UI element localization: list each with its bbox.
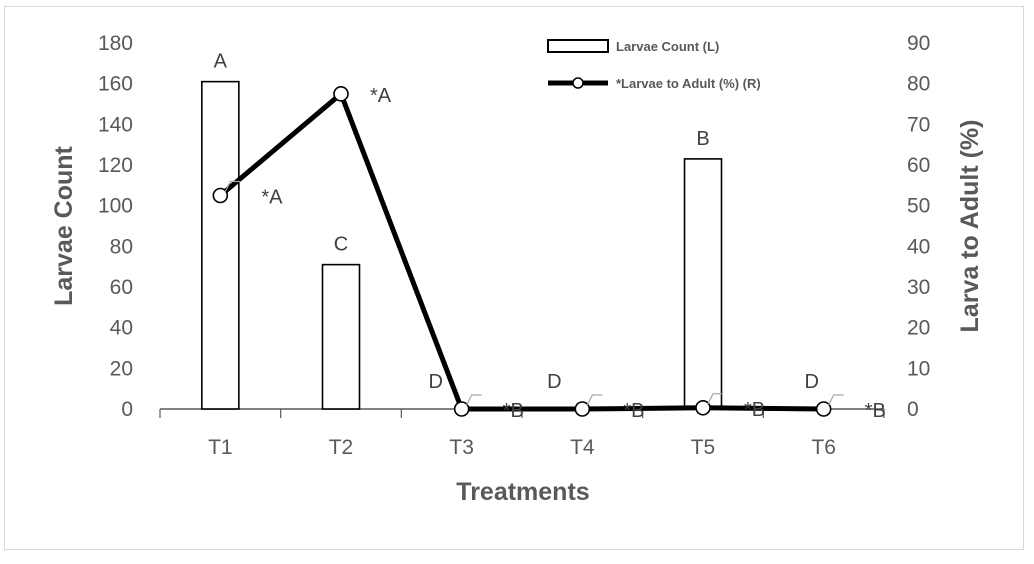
- x-tick-label: T2: [329, 436, 354, 459]
- y-right-tick-label: 20: [907, 317, 930, 340]
- legend: Larvae Count (L) *Larvae to Adult (%) (R…: [547, 39, 761, 91]
- x-axis-title: Treatments: [456, 478, 589, 506]
- line-significance-label: *B: [865, 400, 886, 422]
- label-leader-line: [466, 394, 482, 406]
- label-leader-line: [707, 393, 723, 405]
- bar-significance-label: A: [214, 51, 228, 73]
- bar-significance-label: B: [696, 128, 709, 150]
- chart-area: [4, 6, 1024, 550]
- legend-label-larvae-count: Larvae Count (L): [616, 39, 719, 54]
- bar-larvae-count: [201, 80, 240, 410]
- x-tick-label: T3: [449, 436, 474, 459]
- line-point: [695, 399, 711, 416]
- y-right-tick-label: 0: [907, 398, 919, 421]
- label-leader-line: [224, 180, 241, 192]
- y-right-tick-label: 80: [907, 73, 930, 96]
- y-axis-left-title: Larvae Count: [50, 145, 78, 305]
- x-tick-label: T6: [811, 436, 836, 459]
- y-right-tick-label: 10: [907, 357, 930, 380]
- bar-significance-label: D: [547, 371, 561, 393]
- bar-significance-label: D: [804, 371, 818, 393]
- y-left-tick-label: 180: [98, 32, 133, 55]
- x-tick-label: T4: [570, 436, 595, 459]
- line-significance-label: *B: [744, 399, 765, 421]
- y-right-tick-label: 40: [907, 235, 930, 258]
- y-left-tick-label: 160: [98, 73, 133, 96]
- line-point: [212, 187, 229, 204]
- y-left-tick-label: 0: [121, 398, 133, 421]
- y-left-tick-label: 40: [110, 317, 133, 340]
- bars-layer: [201, 80, 723, 410]
- y-left-tick-label: 60: [110, 276, 133, 299]
- legend-line-marker: [572, 77, 584, 89]
- line-significance-label: *B: [503, 400, 524, 422]
- x-tick-label: T5: [691, 436, 716, 459]
- y-left-tick-label: 80: [110, 235, 133, 258]
- line-layer: [212, 86, 832, 417]
- y-left-tick-label: 20: [110, 357, 133, 380]
- bar-larvae-count: [321, 263, 361, 410]
- y-right-tick-label: 50: [907, 195, 930, 218]
- bar-significance-label: D: [428, 371, 442, 393]
- line-point: [453, 401, 470, 417]
- legend-label-larvae-to-adult: *Larvae to Adult (%) (R): [616, 76, 761, 91]
- line-point: [333, 86, 349, 102]
- y-axis-right-title: Larva to Adult (%): [956, 120, 984, 333]
- legend-bar-swatch: [547, 39, 609, 53]
- line-significance-label: *A: [261, 187, 283, 209]
- y-right-tick-label: 30: [907, 276, 930, 299]
- y-left-tick-label: 120: [98, 154, 133, 177]
- line-point: [574, 401, 591, 417]
- y-right-tick-label: 70: [907, 113, 930, 136]
- y-left-tick-label: 100: [98, 195, 133, 218]
- label-leader-line: [586, 394, 603, 406]
- line-point: [815, 401, 832, 417]
- label-leader-line: [828, 394, 844, 406]
- x-tick-label: T1: [208, 436, 233, 459]
- line-significance-label: *A: [370, 85, 392, 107]
- line-larvae-to-adult: [218, 91, 824, 412]
- axes-layer: 0 20 40 60 80 100 120 140 160 180 0 10 20 30 40 50 60 70 8…: [98, 32, 930, 459]
- labels-layer: A C D D B D *A *A *B *B *B *B: [214, 51, 886, 422]
- bar-larvae-count: [683, 158, 723, 410]
- y-right-tick-label: 60: [907, 154, 930, 177]
- line-significance-label: *B: [623, 400, 644, 422]
- y-left-tick-label: 140: [98, 113, 133, 136]
- y-right-tick-label: 90: [907, 32, 930, 55]
- bar-significance-label: C: [334, 234, 348, 256]
